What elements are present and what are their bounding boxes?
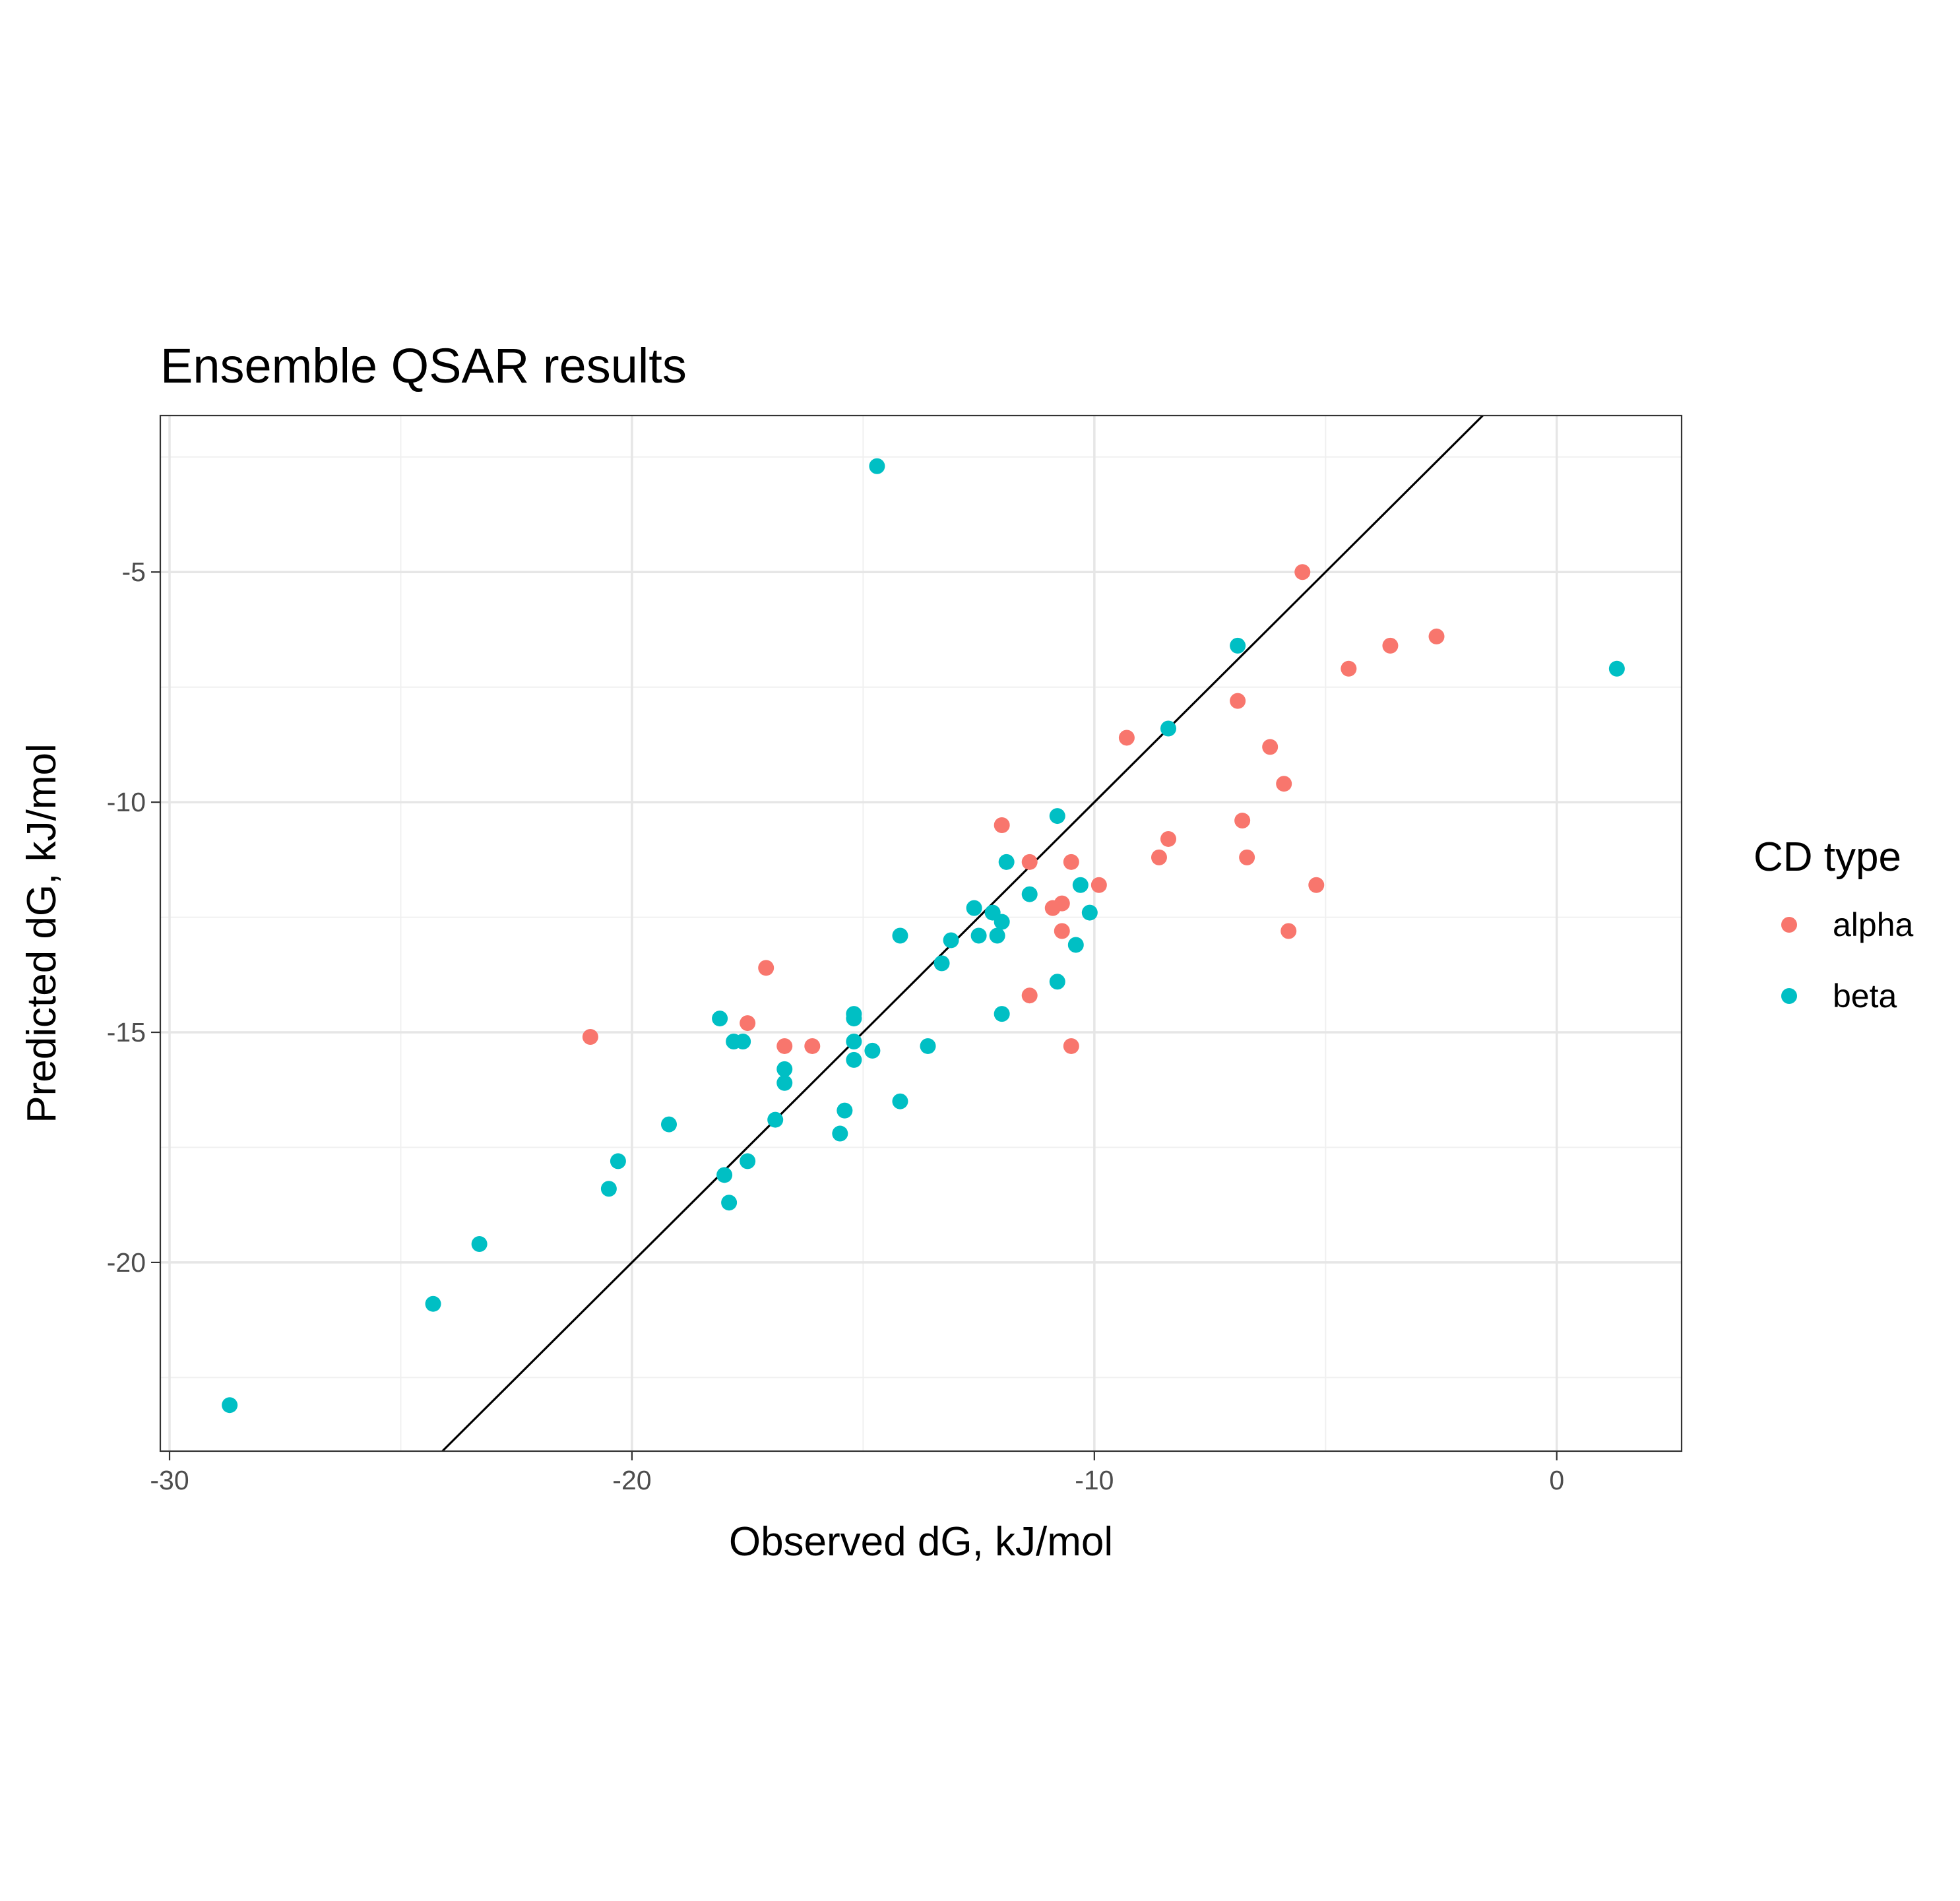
point-beta [998,854,1015,870]
x-axis: -30 -20 -10 0 [150,1451,1564,1495]
point-beta [864,1042,881,1059]
point-beta [712,1011,728,1027]
point-alpha [1021,854,1038,870]
point-alpha [1230,693,1246,709]
point-beta [920,1038,936,1054]
x-axis-title: Observed dG, kJ/mol [729,1519,1113,1565]
point-beta [1067,937,1084,953]
point-alpha [1308,877,1325,893]
point-beta [735,1033,751,1049]
point-beta [471,1236,488,1252]
y-tick-label: -20 [107,1247,146,1278]
point-alpha [1054,895,1070,912]
point-beta [425,1295,441,1312]
point-alpha [1234,813,1251,829]
point-alpha [582,1029,598,1045]
point-beta [846,1011,862,1027]
plot-panel [160,416,1682,1451]
x-tick-label: -20 [612,1465,651,1495]
x-tick-label: 0 [1549,1465,1564,1495]
point-alpha [1063,854,1079,870]
point-beta [661,1116,678,1133]
point-beta [1160,720,1176,737]
point-beta [994,1006,1010,1022]
point-alpha [1021,987,1038,1004]
point-alpha [1118,730,1135,746]
point-beta [1049,808,1065,825]
point-beta [994,914,1010,930]
point-alpha [1294,564,1311,580]
point-alpha [1054,923,1070,939]
point-alpha [1091,877,1107,893]
legend: CD type alpha beta [1754,834,1914,1014]
identity-line-group [441,414,1484,1452]
point-beta [1072,877,1089,893]
point-beta [222,1397,238,1414]
point-alpha [1160,830,1176,847]
x-tick-label: -30 [150,1465,189,1495]
point-beta [837,1102,853,1119]
point-alpha [804,1038,821,1054]
point-beta [610,1153,626,1169]
major-gridlines [160,416,1682,1451]
legend-items: alpha beta [1781,906,1914,1014]
identity-line [441,414,1484,1452]
point-beta [846,1051,862,1068]
point-beta [892,927,908,944]
x-tick-label: -10 [1075,1465,1114,1495]
point-alpha [1063,1038,1079,1054]
chart-title: Ensemble QSAR results [160,338,687,393]
legend-label-beta: beta [1833,978,1897,1014]
point-alpha [1382,637,1399,654]
point-alpha [1276,776,1292,792]
data-points [222,458,1625,1414]
point-alpha [1262,739,1279,755]
point-beta [869,458,885,474]
point-beta [767,1111,784,1128]
point-beta [776,1061,793,1077]
point-beta [1049,974,1065,990]
point-alpha [994,817,1010,834]
point-beta [740,1153,756,1169]
point-beta [600,1181,617,1197]
point-beta [933,955,950,972]
y-tick-label: -15 [107,1017,146,1047]
point-alpha [776,1038,793,1054]
point-beta [1230,637,1246,654]
y-axis: -20 -15 -10 -5 [107,557,160,1278]
point-beta [1608,660,1625,677]
point-beta [776,1075,793,1091]
point-alpha [740,1015,756,1032]
point-alpha [1280,923,1297,939]
legend-label-alpha: alpha [1833,906,1914,943]
point-alpha [1239,849,1255,865]
point-beta [832,1125,848,1142]
y-axis-title: Predicted dG, kJ/mol [19,743,65,1123]
point-alpha [758,960,775,976]
legend-key-alpha [1781,917,1797,933]
legend-title: CD type [1754,834,1901,880]
point-alpha [1151,849,1167,865]
point-beta [1021,886,1038,902]
y-tick-label: -10 [107,787,146,817]
point-beta [721,1195,738,1211]
point-beta [716,1167,733,1183]
point-beta [846,1033,862,1049]
plot-border [159,414,1683,1452]
point-beta [1081,904,1098,921]
minor-gridlines [160,416,1682,1451]
point-alpha [1341,660,1357,677]
point-beta [892,1093,908,1109]
legend-key-beta [1781,988,1797,1004]
point-beta [970,927,987,944]
point-alpha [1428,628,1445,644]
point-beta [943,932,959,949]
y-tick-label: -5 [122,557,146,587]
point-beta [966,900,982,916]
point-beta [989,927,1005,944]
